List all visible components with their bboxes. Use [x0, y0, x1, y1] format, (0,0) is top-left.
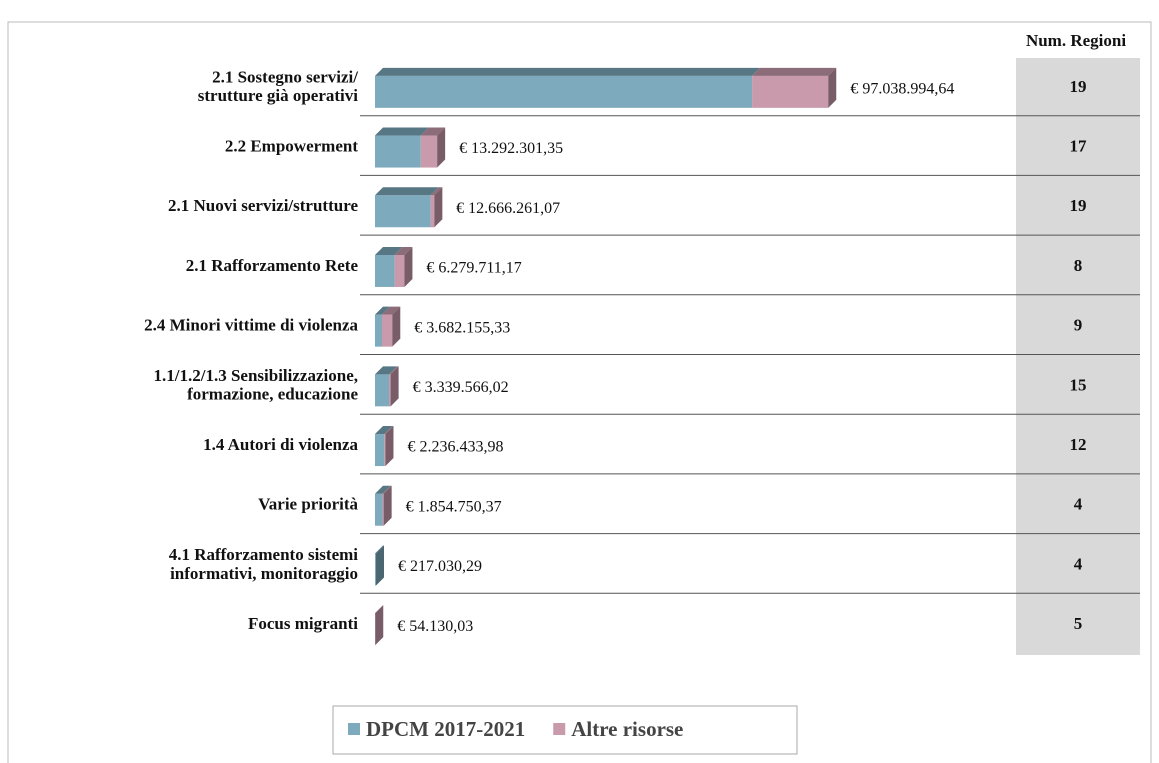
bar-top-face	[375, 67, 761, 76]
bar-side-face	[375, 605, 384, 646]
total-label: € 1.854.750,37	[406, 498, 502, 515]
regioni-value: 9	[1074, 316, 1083, 335]
category-label: 2.1 Sostegno servizi/strutture già opera…	[198, 67, 358, 105]
bar-side-face	[434, 187, 443, 228]
bar-segment	[389, 374, 391, 407]
bar-segment	[375, 434, 385, 467]
bar-segment	[375, 553, 377, 586]
total-label: € 3.339.566,02	[413, 379, 509, 396]
legend-swatch	[553, 723, 566, 735]
bar-side-face	[383, 485, 392, 526]
bar-top-face	[375, 605, 384, 614]
frame	[7, 21, 1152, 763]
bar-segment	[375, 254, 395, 287]
bar-top-face	[752, 67, 837, 76]
bar-segment	[375, 493, 383, 526]
category-label: 2.1 Nuovi servizi/strutture	[168, 196, 358, 215]
total-label: € 217.030,29	[398, 558, 482, 575]
bar-top-face	[375, 366, 398, 375]
bar-side-face	[828, 67, 837, 108]
bar-segment	[375, 374, 390, 407]
bar-top-face	[375, 187, 439, 196]
bar-top-face	[420, 127, 446, 136]
total-label: € 2.236.433,98	[407, 439, 503, 456]
category-label: 1.1/1.2/1.3 Sensibilizzazione, formazione…	[154, 366, 359, 404]
bar-segment	[752, 75, 829, 108]
total-label: € 6.279.711,17	[426, 260, 521, 277]
bar-top-face	[430, 187, 443, 196]
bar-top-face	[375, 127, 429, 136]
bar-side-face	[376, 545, 385, 586]
legend-label: DPCM 2017-2021	[366, 717, 525, 741]
bar-side-face	[390, 366, 399, 407]
bar-segment	[375, 135, 421, 168]
bar-segment	[430, 195, 435, 228]
regioni-value: 4	[1074, 554, 1083, 573]
total-label: € 3.682.155,33	[414, 319, 510, 336]
category-label: 4.1 Rafforzamento sistemi informativi, mo…	[169, 545, 359, 583]
bar-top-face	[375, 306, 391, 315]
bar-side-face	[392, 306, 401, 347]
regioni-value: 17	[1070, 136, 1088, 155]
regioni-value: 5	[1074, 614, 1083, 633]
legend-swatch	[348, 723, 360, 735]
regioni-header: Num. Regioni	[1026, 31, 1126, 50]
category-label: 2.1 Rafforzamento Rete	[186, 256, 359, 275]
bar-top-face	[375, 426, 393, 435]
total-label: € 54.130,03	[397, 618, 473, 635]
bar-top-face	[382, 306, 401, 315]
bar-top-face	[375, 545, 385, 554]
category-label: Focus migranti	[248, 614, 358, 633]
bar-segment	[375, 195, 431, 228]
total-label: € 12.666.261,07	[456, 200, 560, 217]
bar-top-face	[375, 485, 391, 494]
bar-top-face	[394, 246, 413, 255]
category-label: Varie priorità	[258, 495, 358, 514]
regioni-value: 12	[1070, 435, 1087, 454]
total-label: € 13.292.301,35	[459, 140, 563, 157]
bar-segment	[375, 75, 753, 108]
category-label: 2.4 Minori vittime di violenza	[144, 316, 358, 335]
category-label: 2.2 Empowerment	[225, 136, 358, 155]
bar-side-face	[404, 246, 413, 287]
bar-top-face	[375, 246, 403, 255]
regioni-column	[1016, 58, 1140, 655]
regioni-value: 19	[1070, 196, 1087, 215]
bar-top-face	[389, 366, 399, 375]
total-label: € 97.038.994,64	[850, 81, 954, 98]
regioni-value: 19	[1070, 77, 1087, 96]
bar-side-face	[437, 127, 446, 168]
regioni-value: 8	[1074, 256, 1083, 275]
bar-segment	[375, 314, 383, 347]
bar-segment	[382, 493, 384, 526]
bar-top-face	[382, 485, 392, 494]
bar-segment	[382, 314, 393, 347]
bar-side-face	[385, 426, 394, 467]
legend-label: Altre risorse	[571, 717, 683, 741]
bar-top-face	[384, 426, 394, 435]
category-label: 1.4 Autori di violenza	[203, 435, 358, 454]
bar-segment	[384, 434, 386, 467]
bar-segment	[420, 135, 438, 168]
regioni-value: 15	[1070, 375, 1087, 394]
regioni-value: 4	[1074, 495, 1083, 514]
bar-segment	[394, 254, 405, 287]
